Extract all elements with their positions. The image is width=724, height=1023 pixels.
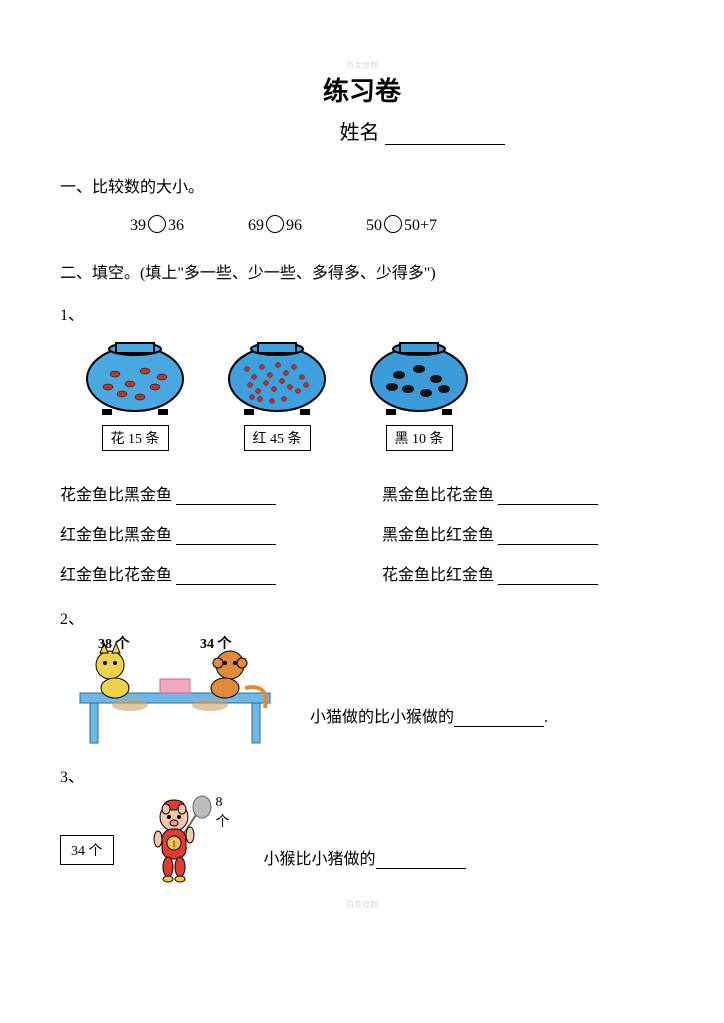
q2-row: 38 个 34 个 (60, 633, 664, 753)
fill-line: 红金鱼比黑金鱼 (60, 521, 342, 545)
fill-line: 花金鱼比红金鱼 (382, 561, 664, 585)
fishbowl-icon (222, 329, 332, 419)
section2-header: 二、填空。(填上"多一些、少一些、多得多、少得多") (60, 259, 664, 283)
cat-monkey-table-icon: 38 个 34 个 (60, 633, 290, 753)
pig-icon: 1 (144, 795, 214, 885)
fill-text: 黑金鱼比花金鱼 (382, 487, 494, 504)
page-title: 练习卷 (60, 71, 664, 108)
compare-item: 39 36 (130, 215, 184, 235)
fishbowl-icon (364, 329, 474, 419)
eight-label: 8 个 (216, 795, 234, 831)
q2-suffix: . (544, 709, 548, 726)
name-row: 姓名 (60, 116, 664, 145)
fishbowl-block: 红 45 条 (222, 329, 332, 451)
q3-row: 34 个 8 个 1 (60, 795, 664, 895)
q3-prefix: 小猴比小猪做的 (264, 851, 376, 868)
pig-block: 8 个 1 (144, 795, 234, 895)
fishbowls-row: 花 15 条 红 45 条 (60, 329, 664, 451)
fill-grid: 花金鱼比黑金鱼 黑金鱼比花金鱼 红金鱼比黑金鱼 黑金鱼比红金鱼 红金鱼比花金鱼 … (60, 481, 664, 585)
fill-blank[interactable] (454, 710, 544, 727)
compare-circle[interactable] (148, 215, 166, 233)
compare-row: 39 36 69 96 50 50+7 (60, 215, 664, 235)
compare-item: 69 96 (248, 215, 302, 235)
name-label: 姓名 (340, 116, 380, 145)
fill-blank[interactable] (498, 488, 598, 505)
bowl-label: 红 45 条 (244, 425, 311, 451)
monkey-count-label: 34 个 (200, 633, 232, 653)
bowl-label: 花 15 条 (102, 425, 169, 451)
bowl-label: 黑 10 条 (386, 425, 453, 451)
box-34: 34 个 (60, 835, 114, 865)
fill-blank[interactable] (376, 852, 466, 869)
worksheet-page: 百度搜数 练习卷 姓名 一、比较数的大小。 39 36 69 96 50 50+7 二… (0, 0, 724, 930)
fill-text: 花金鱼比黑金鱼 (60, 487, 172, 504)
q3-number: 3、 (60, 763, 664, 787)
q2-prefix: 小猫做的比小猴做的 (310, 709, 454, 726)
compare-circle[interactable] (384, 215, 402, 233)
fill-text: 黑金鱼比红金鱼 (382, 527, 494, 544)
compare-right: 50+7 (404, 217, 437, 234)
compare-circle[interactable] (266, 215, 284, 233)
compare-left: 50 (366, 217, 382, 234)
fill-blank[interactable] (176, 488, 276, 505)
compare-right: 36 (168, 217, 184, 234)
fill-text: 红金鱼比花金鱼 (60, 567, 172, 584)
fill-blank[interactable] (176, 528, 276, 545)
fishbowl-block: 花 15 条 (80, 329, 190, 451)
fill-text: 花金鱼比红金鱼 (382, 567, 494, 584)
fill-line: 黑金鱼比花金鱼 (382, 481, 664, 505)
cat-count-label: 38 个 (98, 633, 130, 653)
compare-right: 96 (286, 217, 302, 234)
name-blank[interactable] (385, 124, 505, 145)
compare-left: 39 (130, 217, 146, 234)
q2-sentence: 小猫做的比小猴做的. (310, 703, 548, 727)
fill-line: 黑金鱼比红金鱼 (382, 521, 664, 545)
compare-left: 69 (248, 217, 264, 234)
watermark-top: 百度搜数 (60, 60, 664, 71)
section1-header: 一、比较数的大小。 (60, 173, 664, 197)
compare-item: 50 50+7 (366, 215, 437, 235)
fill-text: 红金鱼比黑金鱼 (60, 527, 172, 544)
svg-text:1: 1 (171, 839, 176, 849)
fill-line: 花金鱼比黑金鱼 (60, 481, 342, 505)
fill-blank[interactable] (498, 528, 598, 545)
q2-number: 2、 (60, 605, 664, 629)
fill-blank[interactable] (498, 568, 598, 585)
fishbowl-icon (80, 329, 190, 419)
q1-number: 1、 (60, 301, 664, 325)
watermark-bottom: 百度搜数 (60, 899, 664, 910)
q3-sentence: 小猴比小猪做的 (264, 845, 466, 869)
fill-line: 红金鱼比花金鱼 (60, 561, 342, 585)
fishbowl-block: 黑 10 条 (364, 329, 474, 451)
fill-blank[interactable] (176, 568, 276, 585)
